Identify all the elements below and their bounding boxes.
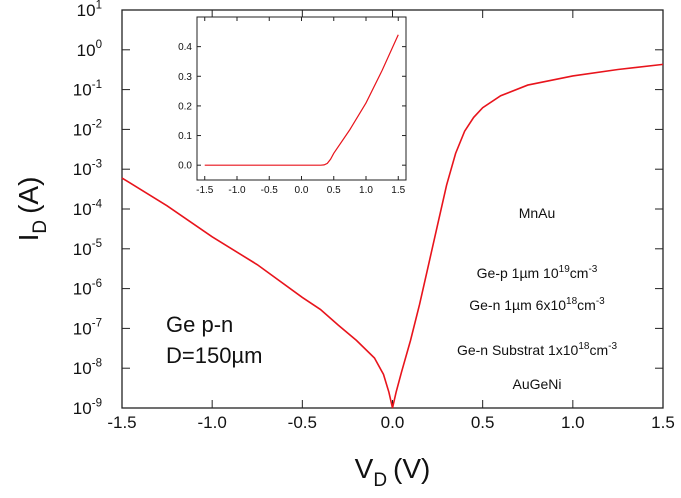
y-tick-label-sup: -9 [92,397,102,409]
x-tick-label-base: -1.0 [228,185,246,196]
x-tick-label-base: 0.0 [381,413,405,432]
x-tick-label: -1.0 [228,185,246,196]
x-tick-label: -0.5 [261,185,279,196]
y-tick-label-base: 10 [73,200,92,219]
y-tick-label-sup: 1 [96,0,102,11]
inset-plot [196,16,407,181]
layer-label: MnAu [519,205,556,221]
y-tick-label-sup: -8 [92,358,102,370]
x-tick-label-base: 1.0 [561,413,585,432]
y-tick-label-sup: -7 [92,318,102,330]
x-tick-label-base: 1.0 [359,185,373,196]
y-tick-label-base: 10 [77,41,96,60]
data-line [204,34,399,166]
data-line [121,63,664,409]
y-tick-label-base: 10 [77,1,96,20]
x-tick-label: -1.5 [196,185,214,196]
layer-label-text: Ge-n 1µm 6x10 [469,297,566,313]
y-tick-label-base: 10 [73,240,92,259]
layer-label-sup: -3 [588,264,597,275]
x-tick-label: 0.5 [327,185,341,196]
y-tick-label-sup: -4 [92,198,103,210]
layer-label-sup: -3 [596,296,605,307]
y-tick-label: 0.1 [178,131,192,142]
y-tick-label-base: 0.0 [178,161,192,172]
y-axis-label: ID (A) [13,177,51,242]
y-tick-label: 10-4 [73,198,103,219]
x-tick-label-base: 0.0 [295,185,309,196]
layer-label: AuGeNi [512,376,561,392]
y-tick-label: 0.2 [178,101,192,112]
layer-label-text: cm [570,265,589,281]
y-tick-label: 10-3 [73,159,102,180]
x-axis-label-main: V [355,453,374,484]
x-tick-label: -1.5 [107,413,136,432]
y-tick-label-sup: -2 [92,119,102,131]
layer-label-sup: 18 [566,296,578,307]
plot-area [196,16,407,181]
layer-label-text: cm [577,297,596,313]
x-tick-label: 0.0 [295,185,309,196]
layer-label-sup: 19 [559,264,571,275]
y-tick-label: 0.4 [178,42,192,53]
y-tick-label: 10-9 [73,397,102,418]
y-tick-label-base: 10 [73,160,92,179]
layer-label: Ge-p 1µm 1019cm-3 [477,264,598,281]
y-tick-label-sup: -3 [92,159,102,171]
x-tick-label-base: -1.0 [198,413,227,432]
x-tick-label: 1.0 [561,413,585,432]
layer-label-sup: 18 [578,341,590,352]
y-tick-label-base: 10 [73,280,92,299]
y-tick-label-sup: 0 [96,39,102,51]
annotation: Ge p-n [166,312,233,337]
y-tick-label-base: 10 [73,81,92,100]
y-axis-label-unit: (A) [13,177,44,214]
layer-label: Ge-n 1µm 6x1018cm-3 [469,296,605,313]
x-axis-label-sub: D [373,470,387,491]
y-tick-label-base: 10 [73,120,92,139]
y-tick-label-sup: -6 [92,278,102,290]
annotation: D=150µm [166,343,262,368]
y-tick-label-base: 10 [73,319,92,338]
y-tick-label: 0.0 [178,161,192,172]
layer-label-text: Ge-n Substrat 1x10 [457,342,579,358]
y-axis-label-main: I [13,234,44,242]
x-tick-label: 0.5 [471,413,495,432]
y-tick-label-base: 10 [73,399,92,418]
y-tick-label: 101 [77,0,102,20]
y-tick-label: 10-6 [73,278,102,299]
y-tick-label: 0.3 [178,72,192,83]
y-tick-label: 10-5 [73,238,102,259]
y-tick-label-base: 10 [73,359,92,378]
layer-label-text: cm [589,342,608,358]
y-tick-label: 10-7 [73,318,102,339]
y-tick-label: 100 [77,39,102,60]
x-tick-label: 1.5 [391,185,405,196]
y-tick-label: 10-1 [73,79,102,100]
layer-label-text: MnAu [519,205,556,221]
y-tick-label: 10-8 [73,358,102,379]
y-axis-label-sub: D [30,220,51,234]
x-axis-label: VD (V) [355,453,431,491]
y-tick-label-sup: -5 [92,238,102,250]
layer-label-sup: -3 [608,341,617,352]
x-tick-label: 1.5 [651,413,675,432]
layer-label: Ge-n Substrat 1x1018cm-3 [457,341,618,358]
y-tick-label: 10-2 [73,119,102,140]
x-tick-label: -0.5 [288,413,317,432]
x-axis-label-unit: (V) [393,453,430,484]
x-tick-label: 1.0 [359,185,373,196]
y-tick-label-sup: -1 [92,79,102,91]
x-tick-label: -1.0 [198,413,227,432]
x-tick-label: 0.0 [381,413,405,432]
layer-label-text: AuGeNi [512,376,561,392]
layer-label-text: Ge-p 1µm 10 [477,265,559,281]
